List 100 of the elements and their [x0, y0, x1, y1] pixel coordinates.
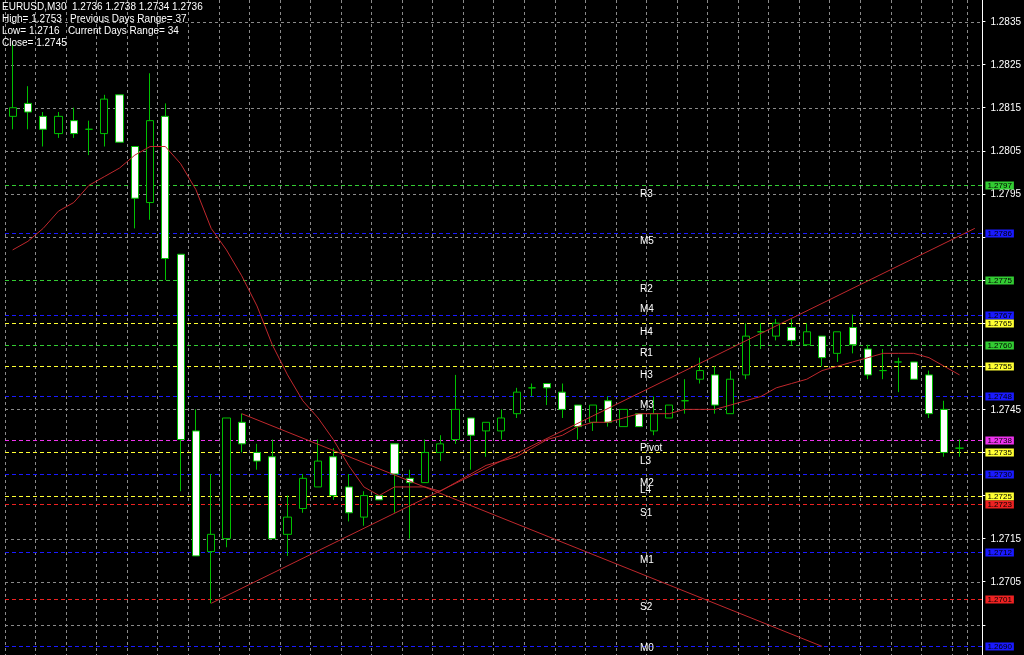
candlestick: [665, 404, 673, 419]
candlestick: [39, 111, 47, 148]
annotation: Close= 1.2745: [2, 36, 68, 48]
y-tick-label: 1.2825: [990, 59, 1022, 71]
y-tick-label: 1.2745: [990, 403, 1022, 415]
y-tick-label: 1.2705: [990, 576, 1022, 588]
annotation: Pivot: [640, 442, 663, 454]
ref-line-label: 1.2738: [987, 436, 1013, 445]
candlestick: [329, 447, 337, 501]
candlestick: [283, 495, 292, 557]
candlestick: [772, 318, 780, 341]
candlestick: [543, 383, 551, 406]
ref-line-label: 1.2690: [987, 642, 1013, 651]
candlestick: [421, 439, 429, 484]
ref-line-label: 1.2775: [987, 276, 1013, 285]
ref-line-label: 1.2735: [987, 448, 1013, 457]
candlestick: [910, 361, 918, 380]
candlestick: [467, 417, 475, 471]
y-tick-label: 1.2835: [990, 16, 1022, 28]
candlestick: [345, 473, 353, 522]
candlestick: [54, 111, 63, 139]
candlestick: [833, 331, 841, 363]
annotation: M4: [640, 303, 655, 315]
candlestick: [299, 473, 307, 514]
ref-line-label: 1.2760: [987, 341, 1013, 350]
annotation: S1: [640, 506, 653, 518]
candlestick: [314, 439, 322, 488]
candlestick: [192, 408, 200, 557]
candlestick: [864, 344, 872, 380]
candlestick: [696, 357, 704, 385]
candlestick: [70, 107, 78, 139]
candlestick: [635, 413, 643, 428]
candlestick: [879, 348, 887, 380]
annotation: H4: [640, 325, 654, 337]
candlestick: [253, 443, 261, 471]
candlestick: [207, 473, 215, 604]
candlestick: [604, 395, 612, 428]
annotation: R2: [640, 282, 654, 294]
candlestick: [406, 469, 414, 540]
y-tick-label: 1.2815: [990, 102, 1022, 114]
candlestick: [131, 146, 139, 229]
annotation: S2: [640, 601, 653, 613]
annotation: High= 1.2753 Previous Days Range= 37: [2, 12, 187, 24]
candlestick: [849, 314, 857, 354]
ref-line-label: 1.2725: [987, 492, 1013, 501]
candlestick: [85, 120, 93, 156]
ref-line-label: 1.2748: [987, 392, 1013, 401]
candlestick: [161, 102, 169, 281]
candlestick: [589, 404, 597, 432]
candlestick: [711, 365, 719, 415]
y-tick-label: 1.2795: [990, 188, 1022, 200]
ref-line-label: 1.2765: [987, 319, 1013, 328]
annotation: M5: [640, 235, 655, 247]
candlestick: [726, 370, 734, 415]
candlestick: [177, 253, 185, 492]
candlestick: [925, 370, 933, 419]
annotation: R1: [640, 347, 654, 359]
annotation: M1: [640, 554, 655, 566]
candlestick: [787, 318, 796, 346]
candlestick: [100, 94, 108, 148]
ref-line-label: 1.2755: [987, 362, 1013, 371]
candlestick: [558, 383, 566, 419]
candlestick: [222, 417, 231, 548]
candlestick: [681, 378, 689, 415]
candlestick: [451, 374, 460, 445]
ref-line-label: 1.2730: [987, 470, 1013, 479]
candlestick: [757, 322, 765, 350]
ref-line-label: 1.2767: [987, 311, 1013, 320]
annotation: L3: [640, 454, 652, 466]
candlestick: [436, 434, 444, 462]
candlestick: [238, 413, 246, 453]
y-tick-label: 1.2805: [990, 145, 1022, 157]
candlestick: [115, 94, 124, 143]
candlestick: [146, 72, 154, 221]
candlestick: [818, 335, 826, 367]
candlestick: [24, 85, 32, 130]
candlestick: [955, 439, 964, 458]
ref-line-label: 1.2701: [987, 595, 1013, 604]
annotation: R3: [640, 187, 654, 199]
chart-title: EURUSD,M30 1.2736 1.2738 1.2734 1.2736: [2, 0, 204, 12]
candlestick: [803, 322, 811, 346]
candlestick: [482, 421, 490, 458]
candlestick: [360, 490, 368, 527]
annotation: H3: [640, 368, 654, 380]
candlestick: [894, 357, 902, 393]
candlestick: [375, 495, 383, 501]
candlestick: [528, 383, 536, 397]
ref-line-label: 1.2786: [987, 229, 1013, 238]
candlestick: [574, 404, 582, 441]
ref-line-label: 1.2712: [987, 548, 1013, 557]
candlestick: [513, 387, 521, 419]
candlestick: [742, 322, 750, 380]
annotation: M0: [640, 641, 655, 653]
ref-line-label: 1.2723: [987, 500, 1013, 509]
y-tick-label: 1.2715: [990, 533, 1022, 545]
candlestick: [619, 408, 628, 428]
candlestick: [497, 408, 505, 441]
annotation: Low= 1.2716 Current Days Range= 34: [2, 24, 180, 36]
candlestick: [940, 400, 948, 458]
candlestick: [268, 439, 276, 540]
